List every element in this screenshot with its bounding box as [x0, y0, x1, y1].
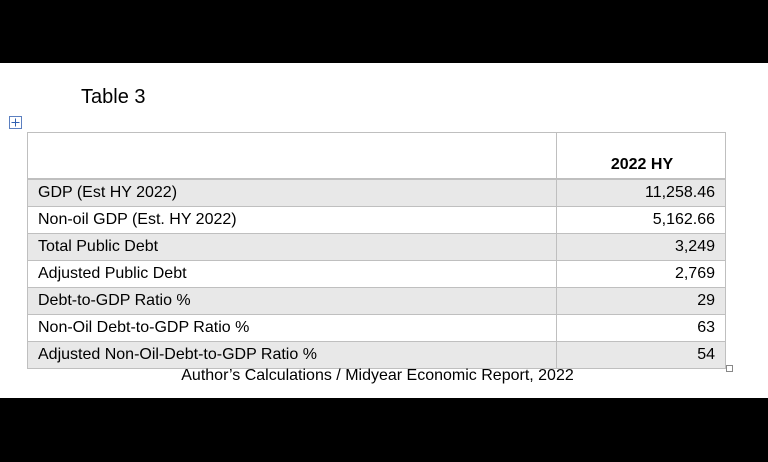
- row-value: 63: [697, 319, 715, 336]
- column-divider: [556, 133, 557, 178]
- row-label: Total Public Debt: [38, 238, 159, 255]
- column-divider: [556, 315, 557, 341]
- column-divider: [556, 234, 557, 260]
- column-divider: [556, 288, 557, 314]
- table-row: Non-oil GDP (Est. HY 2022) 5,162.66: [28, 206, 725, 233]
- row-value: 2,769: [674, 265, 715, 282]
- header-row: 2022 HY: [28, 133, 725, 179]
- table-move-handle[interactable]: [9, 116, 22, 129]
- row-label: Adjusted Public Debt: [38, 265, 187, 282]
- table-row: Debt-to-GDP Ratio % 29: [28, 287, 725, 314]
- row-value: 29: [697, 292, 715, 309]
- column-divider: [556, 180, 557, 206]
- table-row: Total Public Debt 3,249: [28, 233, 725, 260]
- row-value: 3,249: [674, 238, 715, 255]
- table-caption: Author’s Calculations / Midyear Economic…: [181, 367, 574, 384]
- table-row: Non-Oil Debt-to-GDP Ratio % 63: [28, 314, 725, 341]
- table-row: Adjusted Non-Oil-Debt-to-GDP Ratio % 54: [28, 341, 725, 368]
- document-page: Table 3 2022 HY GDP (Est HY 2022) 11,258.…: [0, 63, 768, 398]
- table-row: GDP (Est HY 2022) 11,258.46: [28, 179, 725, 206]
- column-divider: [556, 261, 557, 287]
- table-row: Adjusted Public Debt 2,769: [28, 260, 725, 287]
- row-value: 5,162.66: [652, 211, 715, 228]
- row-value: 54: [697, 346, 715, 363]
- row-value: 11,258.46: [645, 184, 715, 201]
- row-label: Non-oil GDP (Est. HY 2022): [38, 211, 237, 228]
- table-title: Table 3: [81, 86, 146, 108]
- row-label: Adjusted Non-Oil-Debt-to-GDP Ratio %: [38, 346, 317, 363]
- row-label: Debt-to-GDP Ratio %: [38, 292, 191, 309]
- row-label: Non-Oil Debt-to-GDP Ratio %: [38, 319, 250, 336]
- row-label: GDP (Est HY 2022): [38, 184, 178, 201]
- data-table: 2022 HY GDP (Est HY 2022) 11,258.46 Non-oi…: [27, 132, 726, 369]
- table-resize-handle[interactable]: [726, 365, 734, 373]
- column-header: 2022 HY: [610, 156, 674, 173]
- column-divider: [556, 342, 557, 368]
- column-divider: [556, 207, 557, 233]
